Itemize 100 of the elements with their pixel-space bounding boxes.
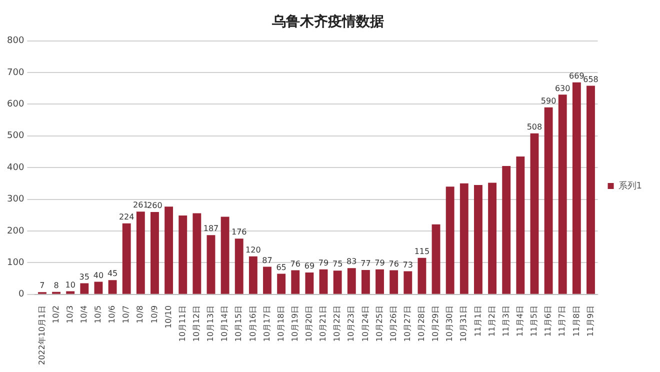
data-label: 508 (526, 122, 542, 132)
x-tick-label: 10/3 (65, 305, 74, 324)
data-label: 83 (346, 257, 357, 266)
bar (234, 238, 244, 294)
data-label: 10 (65, 280, 76, 290)
bar (376, 269, 384, 294)
bar (446, 186, 454, 294)
x-tick-label: 10月28日 (417, 305, 426, 342)
y-tick-label: 100 (6, 258, 24, 268)
x-tick-label: 10/10 (164, 305, 173, 328)
x-tick-label: 10月30日 (445, 305, 454, 342)
bar (150, 212, 159, 294)
bar (586, 86, 595, 294)
y-tick-label: 300 (6, 194, 24, 205)
bar (66, 291, 75, 294)
data-label: 260 (147, 201, 162, 210)
data-label: 120 (246, 245, 261, 254)
y-tick-label: 400 (6, 162, 24, 173)
x-tick-label: 11月3日 (501, 305, 510, 337)
bar (305, 272, 314, 294)
x-tick-label: 10月27日 (402, 305, 412, 342)
x-tick-label: 10月19日 (290, 305, 300, 342)
data-label: 69 (304, 262, 315, 271)
bar (418, 258, 426, 294)
bar (474, 185, 482, 294)
bar (80, 283, 89, 294)
x-tick-label: 10/8 (136, 305, 145, 324)
data-label: 35 (79, 272, 90, 282)
data-label: 176 (231, 228, 247, 237)
x-tick-label: 11月4日 (515, 305, 524, 337)
bar (136, 212, 145, 294)
x-tick-label: 10月11日 (178, 305, 187, 342)
data-label: 79 (374, 258, 385, 268)
bar (432, 224, 440, 294)
x-tick-label: 10月22日 (332, 305, 342, 342)
data-label: 79 (318, 258, 329, 268)
bar (390, 270, 398, 294)
bar (558, 94, 567, 294)
y-tick-label: 600 (6, 100, 24, 110)
x-tick-label: 10月18日 (276, 305, 286, 342)
data-label: 8 (54, 280, 59, 290)
data-label: 7 (40, 281, 45, 290)
data-label: 77 (360, 259, 371, 268)
x-tick-label: 11月8日 (572, 305, 581, 337)
bar (516, 156, 525, 294)
data-label: 669 (569, 71, 584, 80)
data-label: 75 (332, 260, 343, 269)
x-tick-label: 10月23日 (346, 305, 356, 342)
x-tick-label: 10/7 (122, 305, 131, 324)
data-label: 224 (118, 212, 134, 222)
bar (460, 183, 468, 294)
data-label: 658 (583, 74, 598, 84)
data-label: 40 (93, 270, 104, 280)
x-tick-label: 10月15日 (234, 305, 244, 342)
bar (248, 256, 258, 294)
bar (206, 235, 216, 294)
data-label: 45 (107, 269, 118, 278)
bar (192, 213, 202, 294)
data-label: 87 (262, 256, 272, 265)
data-label: 630 (554, 84, 570, 93)
bar (502, 166, 511, 294)
y-tick-label: 500 (6, 131, 24, 142)
chart-title: 乌鲁木齐疫情数据 (271, 13, 384, 30)
x-tick-label: 10月12日 (192, 305, 202, 342)
x-tick-label: 10月16日 (248, 305, 258, 342)
data-label: 73 (402, 260, 413, 270)
x-tick-label: 11月7日 (558, 305, 567, 337)
x-tick-label: 10/2 (51, 305, 60, 324)
x-tick-label: 11月2日 (487, 305, 496, 337)
x-tick-label: 11月6日 (544, 305, 553, 337)
bar (94, 282, 103, 294)
x-tick-label: 10月14日 (220, 305, 230, 342)
x-tick-label: 10/5 (94, 305, 103, 324)
x-tick-label: 10月20日 (304, 305, 314, 342)
bar (488, 182, 497, 294)
bar (530, 133, 539, 294)
bar (263, 266, 272, 294)
x-tick-label: 10/9 (150, 305, 159, 324)
bar (178, 215, 188, 294)
data-label: 261 (133, 200, 148, 210)
x-tick-label: 10/4 (79, 305, 88, 324)
x-tick-label: 10月17日 (262, 305, 272, 342)
bar (333, 270, 342, 294)
data-label: 115 (414, 247, 430, 256)
x-tick-label: 11月5日 (530, 305, 539, 337)
y-tick-label: 800 (6, 36, 24, 46)
bar (404, 271, 412, 294)
bar (164, 206, 174, 294)
bar (544, 107, 553, 294)
bar (347, 268, 356, 294)
x-tick-label: 10月31日 (459, 305, 468, 342)
x-tick-label: 10月24日 (360, 305, 370, 342)
x-tick-label: 10/6 (108, 305, 117, 324)
legend-label: 系列1 (618, 180, 642, 192)
x-tick-label: 10月13日 (206, 305, 216, 342)
bar (108, 280, 117, 294)
data-label: 187 (203, 224, 219, 234)
x-tick-label: 11月9日 (586, 305, 595, 337)
data-label: 590 (540, 96, 556, 106)
bar (220, 216, 230, 294)
